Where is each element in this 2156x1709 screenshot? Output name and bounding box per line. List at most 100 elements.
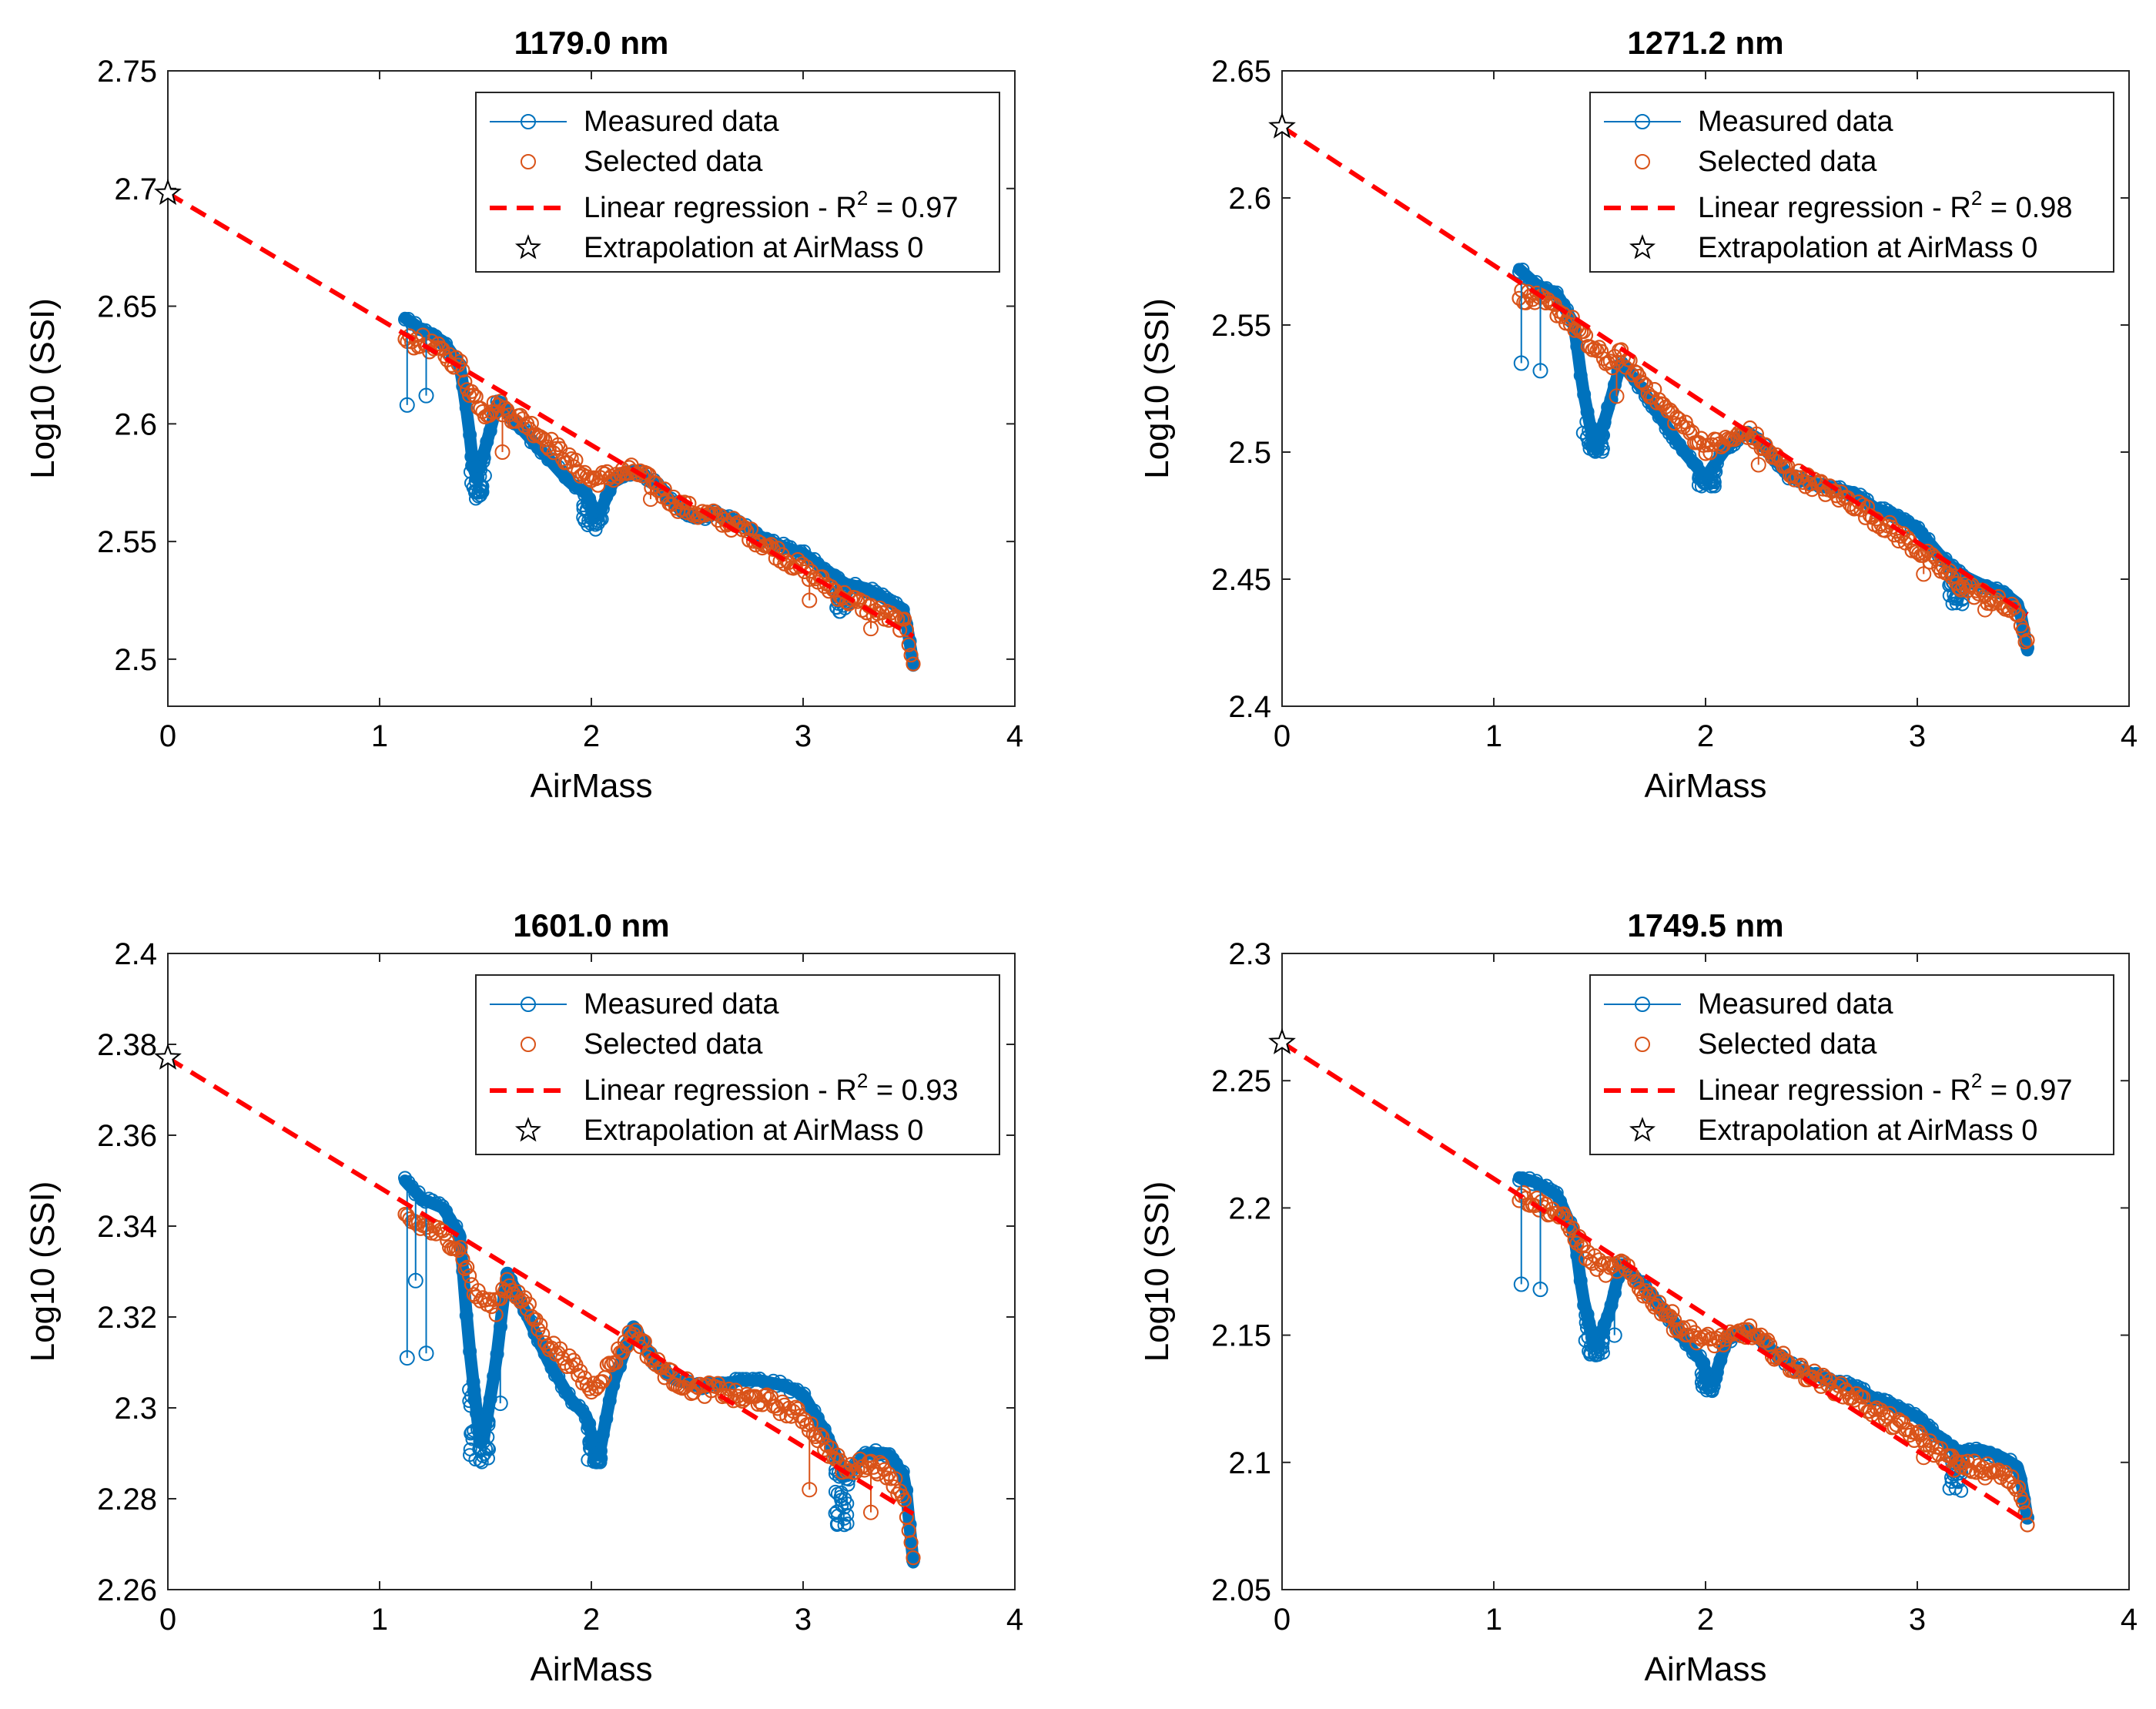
legend-regression-sup: 2 bbox=[857, 1069, 868, 1092]
x-tick-label: 3 bbox=[1909, 719, 1926, 753]
measured-point bbox=[830, 1486, 845, 1501]
x-tick-label: 4 bbox=[2121, 719, 2138, 753]
data-marks bbox=[1282, 1040, 2035, 1533]
measured-point bbox=[1549, 1185, 1564, 1200]
regression-line bbox=[1282, 1040, 2029, 1524]
selected-point bbox=[1876, 1406, 1891, 1421]
selected-point bbox=[493, 1291, 508, 1306]
selected-point bbox=[896, 1492, 912, 1508]
selected-point bbox=[628, 1322, 644, 1338]
selected-point bbox=[803, 1416, 819, 1432]
outlier-point bbox=[1977, 602, 1993, 618]
selected-point bbox=[1667, 416, 1682, 431]
measured-point bbox=[463, 427, 477, 442]
extrapolation-star bbox=[1268, 112, 1296, 139]
selected-point bbox=[790, 1401, 805, 1416]
x-tick-label: 1 bbox=[1485, 1603, 1502, 1637]
measured-point bbox=[1696, 471, 1711, 485]
selected-point bbox=[1680, 1327, 1696, 1343]
selected-point bbox=[1776, 1345, 1791, 1361]
extrapolation-star bbox=[1268, 1027, 1296, 1054]
legend-regression-sup: 2 bbox=[1971, 186, 1982, 209]
selected-point bbox=[721, 516, 737, 531]
y-tick-label: 2.38 bbox=[97, 1028, 157, 1062]
extrapolation-star bbox=[154, 179, 182, 206]
y-tick-label: 2.75 bbox=[97, 55, 157, 89]
legend-star-marker bbox=[1629, 234, 1656, 260]
measured-point bbox=[565, 1396, 580, 1410]
selected-point bbox=[657, 481, 672, 497]
measured-point bbox=[1601, 400, 1615, 414]
selected-point bbox=[2007, 1479, 2022, 1494]
x-tick-label: 2 bbox=[583, 719, 600, 753]
measured-point bbox=[807, 1403, 822, 1418]
measured-point bbox=[848, 577, 862, 591]
measured-point bbox=[585, 502, 600, 517]
selected-point bbox=[537, 432, 553, 447]
chart-title: 1179.0 nm bbox=[514, 25, 669, 61]
selected-point bbox=[1884, 519, 1900, 535]
selected-point bbox=[903, 648, 919, 663]
selected-point bbox=[906, 1550, 921, 1566]
outlier-point bbox=[1513, 355, 1529, 371]
measured-point bbox=[1512, 1173, 1526, 1188]
selected-point bbox=[464, 384, 480, 399]
measured-point bbox=[432, 1196, 447, 1211]
selected-point bbox=[888, 608, 903, 624]
y-axis-label: Log10 (SSI) bbox=[1138, 298, 1176, 479]
measured-point bbox=[599, 1412, 614, 1426]
legend-regression-r2: = 0.97 bbox=[1982, 1074, 2072, 1107]
y-tick-label: 2.55 bbox=[97, 525, 157, 559]
selected-point bbox=[535, 431, 551, 446]
selected-point bbox=[460, 1259, 475, 1275]
x-tick-label: 4 bbox=[1006, 1603, 1023, 1637]
selected-point bbox=[872, 1455, 888, 1470]
measured-point bbox=[902, 1517, 917, 1532]
legend-measured-label: Measured data bbox=[584, 106, 779, 138]
measured-point bbox=[1594, 428, 1609, 443]
legend-selected-marker bbox=[521, 1037, 536, 1052]
measured-point bbox=[575, 1403, 590, 1418]
legend-regression-prefix: Linear regression - R bbox=[584, 1074, 857, 1107]
outlier-point bbox=[492, 1396, 508, 1412]
selected-point bbox=[788, 559, 803, 575]
selected-point bbox=[533, 1317, 548, 1333]
measured-point bbox=[561, 1386, 576, 1401]
selected-point bbox=[1856, 1389, 1871, 1405]
selected-point bbox=[1955, 579, 1970, 595]
x-tick-label: 1 bbox=[1485, 719, 1502, 753]
selected-point bbox=[805, 569, 821, 585]
chart-panel-3: 1601.0 nm 0 1 2 3 4 2.26 2.28 2.3 2.32 2.34 2.36 2.3… bbox=[24, 907, 1023, 1688]
measured-point bbox=[1577, 1298, 1592, 1312]
measured-point bbox=[1983, 1446, 1997, 1460]
selected-point bbox=[450, 1242, 466, 1258]
measured-point bbox=[592, 1446, 607, 1460]
selected-point bbox=[762, 538, 777, 554]
data-marks bbox=[1282, 125, 2035, 657]
legend-measured-label: Measured data bbox=[1698, 988, 1893, 1020]
measured-point bbox=[428, 1196, 443, 1211]
measured-point bbox=[869, 585, 883, 599]
y-tick-label: 2.26 bbox=[97, 1573, 157, 1607]
selected-point bbox=[1698, 1329, 1713, 1344]
legend-selected-label: Selected data bbox=[1698, 1028, 1877, 1061]
selected-point bbox=[812, 1427, 828, 1443]
outlier-point bbox=[863, 1504, 879, 1520]
chart-panel-4: 1749.5 nm 0 1 2 3 4 2.05 2.1 2.15 2.2 2.25 2.3 AirMa… bbox=[1138, 907, 2138, 1688]
legend-measured-marker bbox=[521, 114, 536, 129]
measured-point bbox=[830, 1508, 845, 1523]
measured-point bbox=[1584, 420, 1599, 434]
y-tick-label: 2.4 bbox=[114, 937, 157, 971]
x-tick-label: 2 bbox=[583, 1603, 600, 1637]
y-tick-label: 2.3 bbox=[1228, 937, 1271, 971]
measured-point bbox=[790, 1382, 805, 1397]
measured-point bbox=[783, 1385, 798, 1399]
legend-selected-marker bbox=[1635, 154, 1650, 169]
selected-point bbox=[2020, 632, 2035, 648]
outlier-point bbox=[1666, 1322, 1682, 1338]
measured-point bbox=[1948, 1481, 1963, 1496]
measured-point bbox=[840, 1496, 855, 1511]
outlier-point bbox=[802, 1482, 818, 1498]
measured-point bbox=[425, 1193, 440, 1208]
